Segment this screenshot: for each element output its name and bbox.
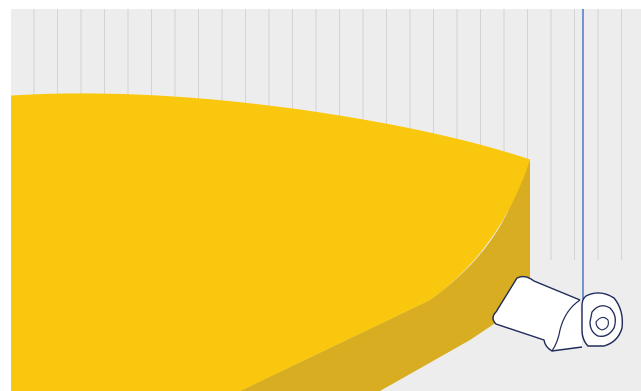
profile-extrusion-outline [492, 275, 583, 352]
viewport-left-margin [0, 0, 11, 391]
profile-crease-line [551, 299, 581, 352]
profile-inner-chamber [589, 305, 616, 337]
profile-core-hole [595, 316, 609, 331]
model-top-edge [10, 93, 531, 161]
profile-end-cap [581, 292, 624, 347]
model-top-face[interactable] [11, 93, 530, 391]
profile-sample-object[interactable] [492, 275, 624, 352]
model-side-face[interactable] [240, 160, 530, 391]
viewport-top-strip [0, 0, 641, 9]
